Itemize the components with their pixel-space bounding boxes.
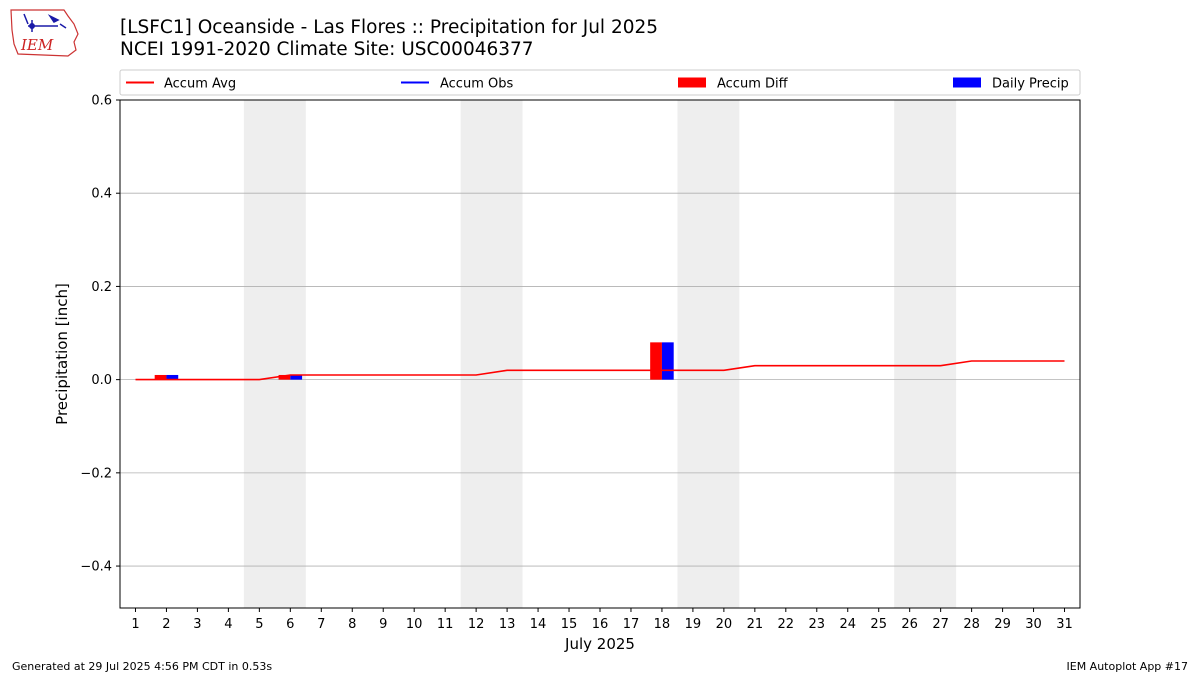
x-tick-label: 21 (747, 617, 764, 632)
app-id: IEM Autoplot App #17 (1066, 660, 1189, 673)
x-tick-label: 16 (592, 617, 609, 632)
weekend-shade (894, 100, 957, 608)
x-tick-label: 23 (809, 617, 826, 632)
daily-precip-bar (661, 342, 674, 380)
accum-diff-bar (650, 342, 662, 380)
x-tick-label: 1 (131, 617, 139, 632)
x-tick-label: 3 (193, 617, 201, 632)
x-tick-label: 12 (468, 617, 485, 632)
x-axis-label: July 2025 (564, 635, 635, 653)
legend-label-accum-diff: Accum Diff (717, 77, 789, 92)
x-tick-label: 18 (654, 617, 671, 632)
x-tick-label: 5 (255, 617, 263, 632)
x-tick-label: 15 (561, 617, 578, 632)
legend-label-accum-obs: Accum Obs (440, 77, 513, 92)
x-tick-label: 4 (224, 617, 232, 632)
y-tick-label: −0.2 (80, 466, 112, 481)
generated-timestamp: Generated at 29 Jul 2025 4:56 PM CDT in … (12, 660, 273, 673)
legend-swatch-daily-precip (953, 77, 981, 88)
x-tick-label: 2 (162, 617, 170, 632)
x-tick-label: 27 (932, 617, 949, 632)
weekend-shade (677, 100, 740, 608)
x-tick-label: 10 (406, 617, 423, 632)
x-tick-label: 6 (286, 617, 294, 632)
x-tick-label: 22 (778, 617, 795, 632)
y-tick-label: 0.0 (91, 373, 112, 388)
x-tick-label: 24 (839, 617, 856, 632)
daily-precip-bar (290, 374, 303, 380)
y-tick-label: 0.2 (91, 280, 112, 295)
title-line-2: NCEI 1991-2020 Climate Site: USC00046377 (120, 39, 534, 60)
logo-text: IEM (20, 36, 54, 54)
weather-station-icon (23, 13, 67, 32)
x-tick-label: 11 (437, 617, 454, 632)
legend-swatch-accum-diff (678, 77, 706, 88)
x-tick-label: 31 (1056, 617, 1073, 632)
x-tick-label: 8 (348, 617, 356, 632)
x-tick-label: 19 (685, 617, 702, 632)
x-tick-label: 20 (716, 617, 733, 632)
accum-diff-bar (278, 374, 291, 380)
weekend-shade (460, 100, 523, 608)
x-tick-label: 17 (623, 617, 640, 632)
x-tick-label: 14 (530, 617, 547, 632)
x-tick-label: 7 (317, 617, 325, 632)
accum-diff-bar (154, 374, 167, 380)
x-tick-label: 25 (870, 617, 887, 632)
y-axis-label: Precipitation [inch] (53, 283, 71, 425)
x-tick-label: 26 (901, 617, 918, 632)
y-tick-label: 0.6 (91, 94, 112, 109)
chart-title: [LSFC1] Oceanside - Las Flores :: Precip… (120, 17, 658, 61)
x-tick-label: 13 (499, 617, 516, 632)
x-tick-label: 28 (963, 617, 980, 632)
y-tick-label: 0.4 (91, 187, 112, 202)
legend-label-accum-avg: Accum Avg (164, 77, 236, 92)
legend-box (119, 69, 1081, 96)
y-tick-label: −0.4 (80, 560, 112, 575)
weekend-shade (243, 100, 306, 608)
title-line-1: [LSFC1] Oceanside - Las Flores :: Precip… (120, 17, 659, 38)
x-tick-label: 29 (994, 617, 1011, 632)
daily-precip-bar (166, 374, 179, 380)
legend-label-daily-precip: Daily Precip (992, 77, 1069, 92)
accum-avg-line (135, 360, 1065, 381)
x-tick-label: 30 (1025, 617, 1042, 632)
x-tick-label: 9 (379, 617, 387, 632)
iem-logo: IEM (10, 9, 79, 57)
